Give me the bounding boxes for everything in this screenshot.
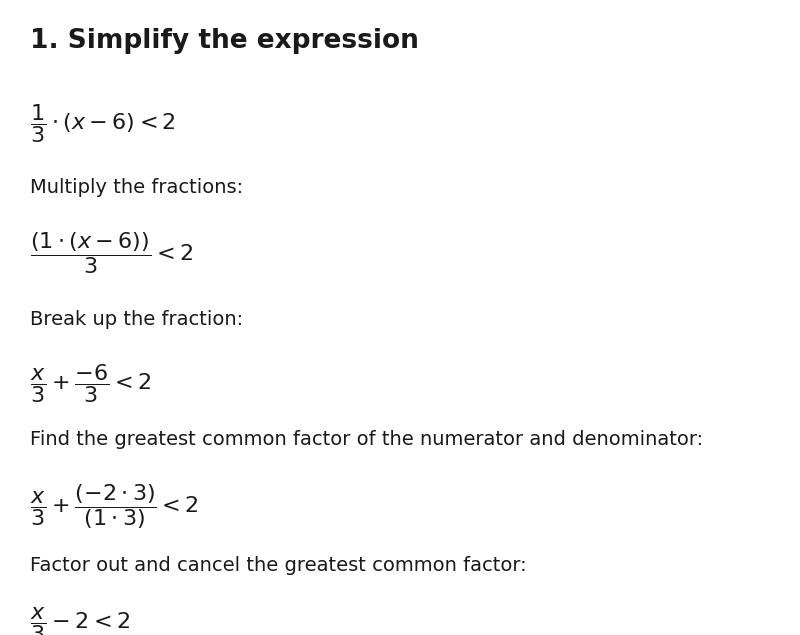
Text: $\dfrac{x}{3} + \dfrac{(-2 \cdot 3)}{(1 \cdot 3)} < 2$: $\dfrac{x}{3} + \dfrac{(-2 \cdot 3)}{(1 … [30,482,199,531]
Text: Find the greatest common factor of the numerator and denominator:: Find the greatest common factor of the n… [30,430,703,449]
Text: Multiply the fractions:: Multiply the fractions: [30,178,243,197]
Text: $\dfrac{x}{3} - 2 < 2$: $\dfrac{x}{3} - 2 < 2$ [30,605,130,635]
Text: $\dfrac{x}{3} + \dfrac{-6}{3} < 2$: $\dfrac{x}{3} + \dfrac{-6}{3} < 2$ [30,362,151,405]
Text: 1. Simplify the expression: 1. Simplify the expression [30,28,419,54]
Text: Factor out and cancel the greatest common factor:: Factor out and cancel the greatest commo… [30,556,526,575]
Text: $\dfrac{(1 \cdot (x - 6))}{3} < 2$: $\dfrac{(1 \cdot (x - 6))}{3} < 2$ [30,230,194,276]
Text: $\dfrac{1}{3} \cdot (x - 6) < 2$: $\dfrac{1}{3} \cdot (x - 6) < 2$ [30,102,176,145]
Text: Break up the fraction:: Break up the fraction: [30,310,243,329]
